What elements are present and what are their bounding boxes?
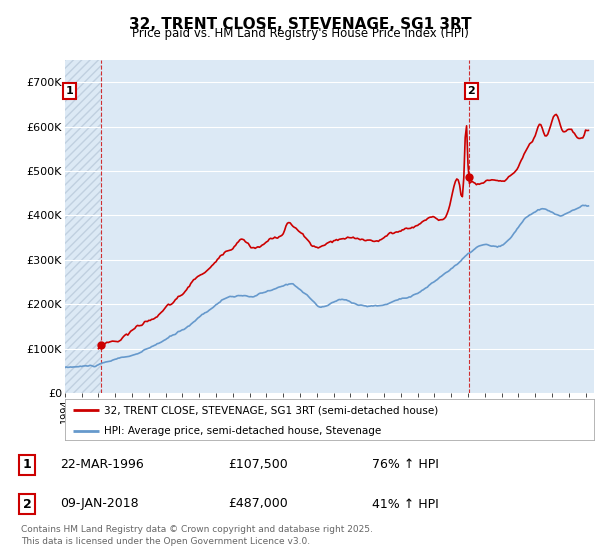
- Text: HPI: Average price, semi-detached house, Stevenage: HPI: Average price, semi-detached house,…: [104, 426, 382, 436]
- Text: Contains HM Land Registry data © Crown copyright and database right 2025.
This d: Contains HM Land Registry data © Crown c…: [21, 525, 373, 546]
- Text: 09-JAN-2018: 09-JAN-2018: [60, 497, 139, 511]
- Text: 41% ↑ HPI: 41% ↑ HPI: [372, 497, 439, 511]
- Text: 1: 1: [23, 458, 31, 472]
- Text: 2: 2: [467, 86, 475, 96]
- Text: 32, TRENT CLOSE, STEVENAGE, SG1 3RT: 32, TRENT CLOSE, STEVENAGE, SG1 3RT: [128, 17, 472, 32]
- Text: 32, TRENT CLOSE, STEVENAGE, SG1 3RT (semi-detached house): 32, TRENT CLOSE, STEVENAGE, SG1 3RT (sem…: [104, 405, 439, 415]
- Text: 76% ↑ HPI: 76% ↑ HPI: [372, 458, 439, 472]
- Text: 1: 1: [66, 86, 74, 96]
- Text: 22-MAR-1996: 22-MAR-1996: [60, 458, 144, 472]
- Text: Price paid vs. HM Land Registry's House Price Index (HPI): Price paid vs. HM Land Registry's House …: [131, 27, 469, 40]
- Text: £107,500: £107,500: [228, 458, 288, 472]
- Text: £487,000: £487,000: [228, 497, 288, 511]
- Text: 2: 2: [23, 497, 31, 511]
